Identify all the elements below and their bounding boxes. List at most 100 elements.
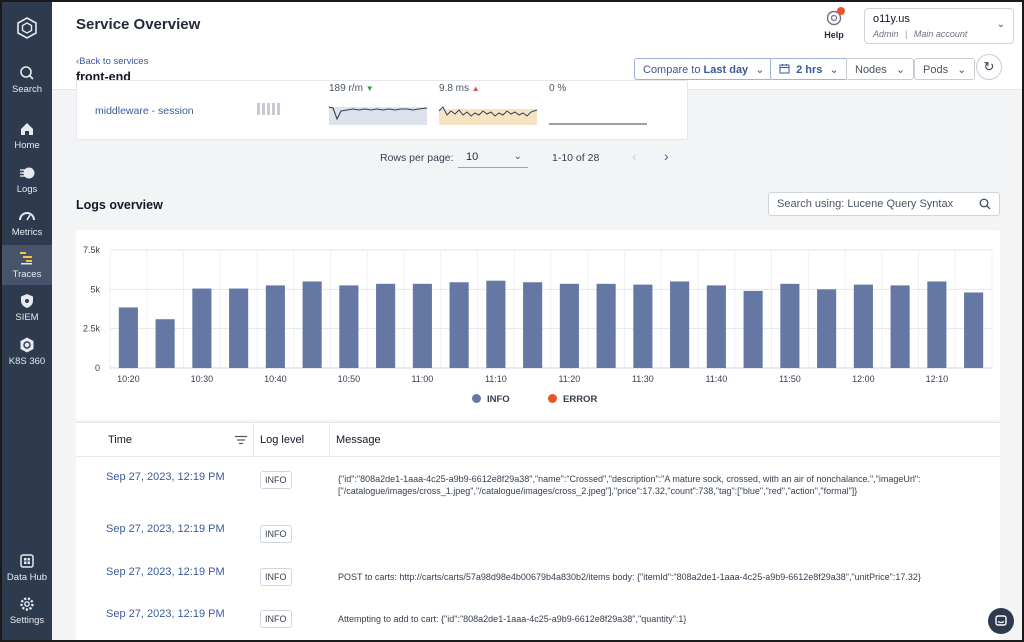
table-row[interactable]: Sep 27, 2023, 12:19 PM INFO Attempting t… [76,601,1000,640]
logs-chart: 7.5k 5k 2.5k 0 10:20 10:30 10:40 10:50 11:00 11:1… [76,230,1000,420]
table-row[interactable]: Sep 27, 2023, 12:19 PM INFO [76,517,1000,559]
logs-bar-chart: 7.5k 5k 2.5k 0 10:20 10:30 10:40 10:50 11:00 11:1… [83,245,993,384]
bar-info[interactable] [192,288,212,368]
cell-time[interactable]: Sep 27, 2023, 12:19 PM [106,523,225,535]
bar-info[interactable] [853,284,873,368]
chevron-down-icon: ⌄ [957,64,967,76]
search-icon [979,198,991,210]
cell-message: POST to carts: http://carts/carts/57a98d… [338,572,921,582]
notification-dot [837,7,845,15]
sidebar-item-k8s[interactable]: K8S 360 [2,336,52,370]
service-row-name[interactable]: middleware - session [95,105,194,117]
data-hub-icon [20,554,34,568]
sidebar-item-metrics[interactable]: Metrics [2,207,52,241]
table-row[interactable]: Sep 27, 2023, 12:19 PM INFO POST to cart… [76,559,1000,601]
help-icon [826,10,842,26]
back-link[interactable]: ‹Back to services [76,56,149,67]
bar-info[interactable] [817,289,837,368]
bar-info[interactable] [265,285,285,368]
column-header-time[interactable]: Time [76,423,254,457]
column-header-log-level[interactable]: Log level [254,423,330,457]
chevron-down-icon: ⌄ [755,64,765,76]
column-header-label: Log level [260,434,305,446]
bar-info[interactable] [890,285,910,368]
pods-dropdown[interactable]: Pods ⌄ [914,58,976,80]
next-page-button[interactable]: › [664,148,669,164]
bar-info[interactable] [412,283,432,368]
error-rate-value: 0 % [549,83,567,94]
logo-icon[interactable] [15,16,39,40]
trend-down-icon: ▼ [365,84,374,93]
home-icon [21,123,33,135]
main-content: middleware - session 189 r/m ▼ 9.8 ms ▲ … [52,80,1022,640]
bar-info[interactable] [780,283,800,368]
sort-icon[interactable] [235,435,247,445]
column-header-message[interactable]: Message [330,423,1000,457]
sidebar-item-logs[interactable]: Logs [2,164,52,198]
time-range-value: 2 hrs [796,64,823,76]
rows-per-page-select[interactable]: 10 ⌄ [458,146,528,168]
x-tick-label: 11:50 [779,374,801,384]
sidebar-item-home[interactable]: Home [2,120,52,154]
sidebar-item-label: Logs [16,184,38,195]
help-label: Help [824,30,844,40]
sidebar-item-traces[interactable]: Traces [2,245,52,285]
bar-info[interactable] [927,281,947,368]
prev-page-button[interactable]: ‹ [632,148,637,164]
nodes-label: Nodes [855,64,887,76]
bar-info[interactable] [964,292,984,368]
bar-info[interactable] [523,282,543,368]
help-button[interactable]: Help [820,7,848,40]
bar-info[interactable] [229,288,249,368]
legend-error[interactable]: ERROR [548,394,597,405]
cell-time[interactable]: Sep 27, 2023, 12:19 PM [106,608,225,620]
bar-info[interactable] [559,283,579,368]
bar-info[interactable] [486,280,506,368]
legend-error-swatch [548,394,557,403]
cell-time[interactable]: Sep 27, 2023, 12:19 PM [106,471,225,483]
refresh-button[interactable]: ↻ [976,54,1002,80]
table-row[interactable]: Sep 27, 2023, 12:19 PM INFO {"id":"808a2… [76,457,1000,517]
bar-info[interactable] [670,281,690,368]
legend-info-swatch [472,394,481,403]
sidebar-item-label: Traces [12,269,42,280]
chevron-down-icon: ⌄ [895,64,906,76]
chat-support-button[interactable] [988,608,1014,634]
x-tick-label: 10:50 [338,374,361,384]
compare-dropdown[interactable]: Compare to Last day ⌄ [634,58,774,80]
bar-info[interactable] [118,307,138,368]
account-role: Admin [873,29,899,39]
x-tick-label: 11:10 [485,374,507,384]
x-tick-label: 12:10 [926,374,949,384]
cell-time[interactable]: Sep 27, 2023, 12:19 PM [106,566,225,578]
bar-info[interactable] [633,284,653,368]
sidebar-item-data-hub[interactable]: Data Hub [2,552,52,586]
legend-error-label: ERROR [563,394,598,405]
legend-info[interactable]: INFO [472,394,510,405]
nodes-dropdown[interactable]: Nodes ⌄ [846,58,915,80]
service-row[interactable]: middleware - session 189 r/m ▼ 9.8 ms ▲ … [76,80,688,140]
time-range-dropdown[interactable]: 2 hrs ⌄ [770,58,848,80]
account-switcher[interactable]: o11y.us Admin | Main account ⌄ [864,8,1014,44]
column-header-label: Time [108,434,133,446]
y-tick-label: 0 [95,363,100,373]
bar-info[interactable] [302,281,322,368]
sidebar-item-siem[interactable]: SIEM [2,292,52,326]
gauge-icon [19,212,35,221]
sidebar-item-label: Metrics [11,227,43,238]
cell-message: Attempting to add to cart: {"id":"808a2d… [338,614,687,624]
sidebar-item-settings[interactable]: Settings [2,595,52,629]
bar-info[interactable] [449,282,469,368]
bar-info[interactable] [596,283,616,368]
chevron-down-icon: ⌄ [829,64,839,76]
bar-info[interactable] [376,283,396,368]
bar-info[interactable] [706,285,726,368]
page-header: Service Overview ‹Back to services front… [52,2,1022,90]
bar-info[interactable] [339,285,359,368]
kubernetes-icon [20,337,34,353]
logs-search-input[interactable]: Search using: Lucene Query Syntax [768,192,1000,216]
sidebar-item-search[interactable]: Search [2,64,52,98]
bar-info[interactable] [743,290,763,368]
bar-info[interactable] [155,319,175,368]
column-header-label: Message [336,434,381,446]
